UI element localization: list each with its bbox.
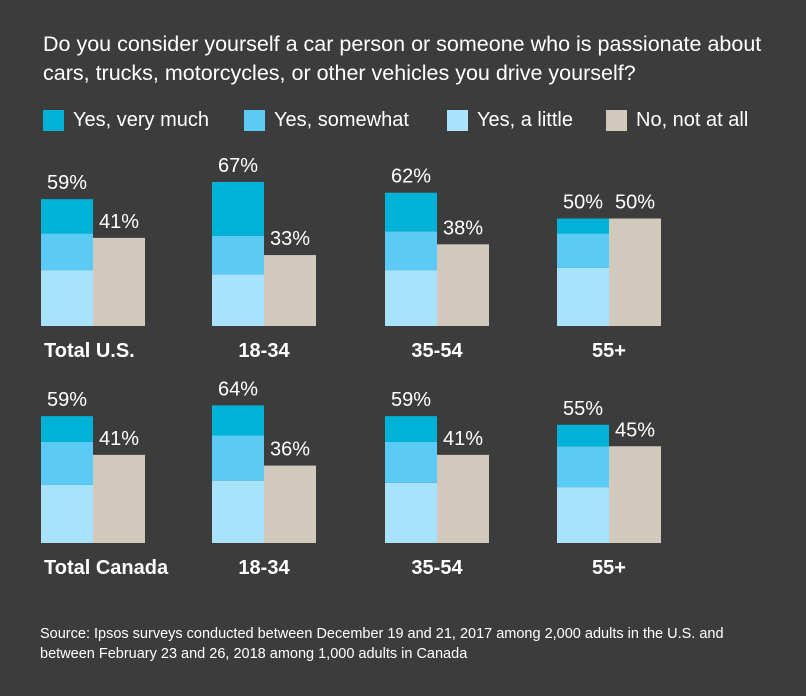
legend-swatch-a-little <box>447 109 468 131</box>
bar-segment-very-much <box>212 181 264 236</box>
bar-segment-a-little <box>41 270 93 326</box>
bar-segment-very-much <box>212 405 264 436</box>
category-label: 18-34 <box>238 557 290 579</box>
bar-segment-somewhat <box>212 435 264 481</box>
yes-total-label: 59% <box>47 389 87 411</box>
legend: Yes, very much Yes, somewhat Yes, a litt… <box>43 106 803 134</box>
bar-segment-a-little <box>385 270 437 326</box>
category-label: Total Canada <box>44 557 169 579</box>
legend-swatch-somewhat <box>244 109 265 131</box>
bar-segment-not-at-all <box>93 454 145 543</box>
bar-segment-not-at-all <box>437 244 489 326</box>
no-total-label: 41% <box>443 428 483 450</box>
source-note: Source: Ipsos surveys conducted between … <box>40 626 724 662</box>
bar-segment-not-at-all <box>609 446 661 543</box>
no-total-label: 33% <box>270 228 310 250</box>
bar-segment-somewhat <box>41 233 93 271</box>
legend-label-somewhat: Yes, somewhat <box>274 108 409 131</box>
category-label: 55+ <box>592 340 626 362</box>
no-total-label: 41% <box>99 211 139 233</box>
bar-segment-a-little <box>557 487 609 543</box>
bar-segment-a-little <box>212 274 264 326</box>
bar-segment-very-much <box>385 192 437 232</box>
bar-segment-a-little <box>212 480 264 543</box>
bar-segment-not-at-all <box>93 237 145 326</box>
bar-segment-a-little <box>385 482 437 543</box>
no-total-label: 38% <box>443 217 483 239</box>
bar-segment-somewhat <box>41 441 93 485</box>
no-total-label: 45% <box>615 419 655 441</box>
yes-total-label: 64% <box>218 378 258 400</box>
legend-label-not-at-all: No, not at all <box>636 108 749 131</box>
legend-item-somewhat: Yes, somewhat <box>244 106 409 134</box>
legend-swatch-not-at-all <box>606 109 627 131</box>
bar-segment-not-at-all <box>609 218 661 326</box>
bar-segment-not-at-all <box>437 454 489 543</box>
bar-segment-very-much <box>557 218 609 234</box>
no-total-label: 41% <box>99 428 139 450</box>
yes-total-label: 59% <box>391 389 431 411</box>
bar-segment-not-at-all <box>264 255 316 326</box>
no-total-label: 36% <box>270 439 310 461</box>
yes-total-label: 55% <box>563 398 603 420</box>
bar-segment-somewhat <box>557 233 609 268</box>
bar-segment-not-at-all <box>264 465 316 543</box>
yes-total-label: 50% <box>563 192 603 214</box>
bar-segment-very-much <box>41 199 93 234</box>
category-label: 18-34 <box>238 340 290 362</box>
bar-segment-a-little <box>557 267 609 326</box>
category-label: 35-54 <box>411 557 463 579</box>
legend-swatch-very-much <box>43 109 64 131</box>
bar-segment-a-little <box>41 484 93 543</box>
bar-segment-very-much <box>41 416 93 442</box>
legend-item-very-much: Yes, very much <box>43 106 209 134</box>
bar-segment-somewhat <box>385 441 437 483</box>
yes-total-label: 59% <box>47 172 87 194</box>
legend-label-a-little: Yes, a little <box>477 108 573 131</box>
category-label: 55+ <box>592 557 626 579</box>
bar-segment-somewhat <box>385 231 437 271</box>
bar-segment-very-much <box>557 424 609 447</box>
yes-total-label: 62% <box>391 166 431 188</box>
category-label: Total U.S. <box>44 340 135 362</box>
legend-item-not-at-all: No, not at all <box>606 106 748 134</box>
no-total-label: 50% <box>615 192 655 214</box>
chart-title: Do you consider yourself a car person or… <box>43 32 762 85</box>
legend-item-a-little: Yes, a little <box>447 106 573 134</box>
bar-segment-very-much <box>385 416 437 442</box>
legend-label-very-much: Yes, very much <box>73 108 209 131</box>
bar-segment-somewhat <box>212 235 264 275</box>
bar-segment-somewhat <box>557 446 609 488</box>
yes-total-label: 67% <box>218 155 258 177</box>
category-label: 35-54 <box>411 340 463 362</box>
